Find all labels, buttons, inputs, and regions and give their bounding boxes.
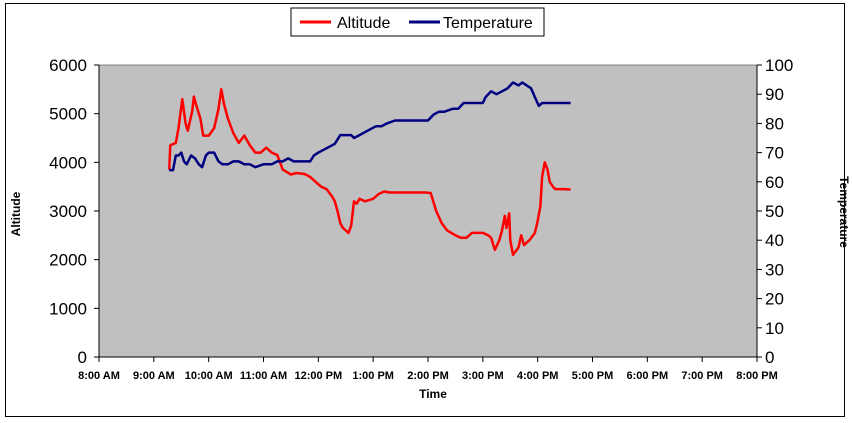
x-tick-label: 3:00 PM xyxy=(462,370,504,382)
x-tick-label: 2:00 PM xyxy=(407,370,449,382)
y-tick-right-label: 100 xyxy=(765,56,793,75)
series-line-altitude xyxy=(167,88,571,257)
x-tick-label: 10:00 AM xyxy=(185,370,233,382)
x-tick-label: 5:00 PM xyxy=(572,370,614,382)
plot-area xyxy=(98,64,758,358)
x-tick-label: 1:00 PM xyxy=(352,370,394,382)
y-tick-left-label: 5000 xyxy=(49,105,87,124)
x-tick-label: 12:00 PM xyxy=(294,370,342,382)
y-axis-title-right: Temperature xyxy=(837,176,851,248)
legend-label-altitude: Altitude xyxy=(337,15,390,32)
y-tick-left-label: 0 xyxy=(78,348,87,367)
y-tick-left-label: 2000 xyxy=(49,251,87,270)
legend-label-temperature: Temperature xyxy=(443,15,533,32)
y-tick-left-label: 3000 xyxy=(49,202,87,221)
y-tick-right-label: 20 xyxy=(765,290,784,309)
x-tick-label: 8:00 AM xyxy=(78,370,120,382)
x-axis-title: Time xyxy=(419,387,447,401)
y-tick-left-label: 4000 xyxy=(49,153,87,172)
y-tick-right-label: 30 xyxy=(765,260,784,279)
x-tick-label: 4:00 PM xyxy=(517,370,559,382)
y-tick-right-label: 0 xyxy=(765,348,774,367)
y-tick-right-label: 40 xyxy=(765,231,784,250)
x-tick-label: 9:00 AM xyxy=(133,370,175,382)
y-axis-title-left: Altitude xyxy=(9,191,23,236)
x-tick-label: 6:00 PM xyxy=(627,370,669,382)
legend: Altitude Temperature xyxy=(290,7,545,37)
y-tick-right-label: 60 xyxy=(765,173,784,192)
x-tick-label: 8:00 PM xyxy=(736,370,778,382)
y-tick-right-label: 10 xyxy=(765,319,784,338)
y-tick-right-label: 50 xyxy=(765,202,784,221)
y-tick-right-label: 70 xyxy=(765,144,784,163)
y-tick-right-label: 90 xyxy=(765,85,784,104)
y-tick-left-label: 6000 xyxy=(49,56,87,75)
x-tick-label: 7:00 PM xyxy=(681,370,723,382)
x-tick-label: 11:00 AM xyxy=(240,370,287,382)
y-tick-left-label: 1000 xyxy=(49,299,87,318)
y-tick-right-label: 80 xyxy=(765,114,784,133)
series-line-temperature xyxy=(169,81,571,172)
